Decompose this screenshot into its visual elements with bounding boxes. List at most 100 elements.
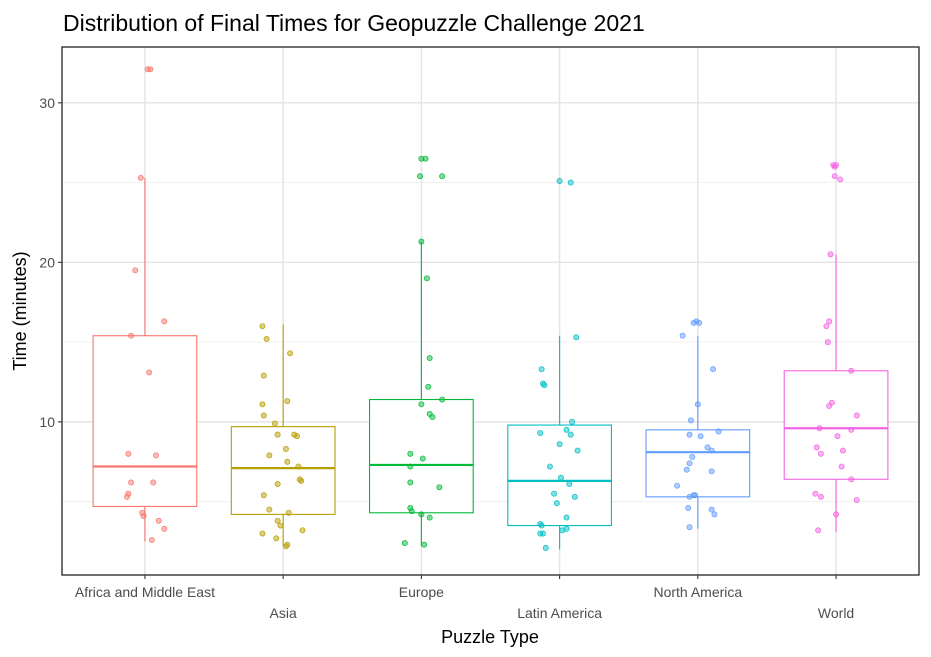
data-point	[848, 476, 855, 483]
data-point	[686, 493, 693, 500]
data-point	[573, 334, 580, 341]
y-axis: 10 20 30	[39, 95, 62, 430]
data-point	[401, 540, 408, 547]
data-point	[132, 267, 139, 274]
data-point	[294, 433, 300, 440]
data-point	[271, 420, 278, 427]
data-point	[429, 414, 436, 421]
data-point	[711, 511, 718, 518]
x-tick-label: Africa and Middle East	[75, 584, 215, 600]
data-point	[692, 492, 699, 499]
y-tick-label: 20	[39, 254, 55, 270]
data-point	[418, 511, 425, 518]
y-tick-label: 30	[39, 95, 55, 111]
data-point	[417, 173, 423, 180]
data-point	[563, 514, 570, 521]
data-point	[566, 481, 573, 488]
data-point	[295, 463, 302, 470]
data-point	[439, 173, 446, 180]
data-point	[826, 318, 833, 325]
data-point	[418, 401, 425, 408]
data-point	[260, 372, 267, 379]
data-point	[686, 431, 693, 438]
data-point	[824, 339, 831, 346]
data-point	[298, 477, 305, 484]
y-tick-label: 10	[39, 414, 55, 430]
data-point	[553, 500, 560, 507]
data-point	[710, 366, 716, 373]
data-point	[277, 522, 284, 529]
data-point	[425, 383, 432, 390]
data-point	[708, 447, 715, 454]
data-point	[848, 367, 855, 374]
data-point	[826, 402, 833, 409]
data-point	[853, 412, 860, 419]
data-point	[426, 514, 433, 521]
data-point	[537, 430, 544, 436]
data-point	[282, 543, 289, 550]
data-point	[125, 450, 132, 457]
data-point	[679, 332, 686, 339]
data-point	[408, 508, 415, 515]
data-point	[833, 511, 840, 518]
data-point	[694, 401, 701, 408]
data-point	[407, 479, 414, 486]
box-iqr	[783, 370, 889, 480]
data-point	[838, 463, 845, 470]
x-tick-label: Europe	[399, 584, 444, 600]
data-point	[274, 481, 281, 488]
data-point	[538, 366, 545, 373]
data-point	[439, 396, 446, 403]
data-point	[569, 418, 576, 425]
data-point	[558, 474, 564, 481]
data-point	[816, 425, 823, 432]
data-point	[567, 179, 574, 186]
data-point	[423, 275, 430, 282]
data-point	[686, 524, 693, 531]
data-point	[683, 466, 690, 473]
boxes-layer	[92, 177, 889, 550]
data-point	[708, 506, 715, 513]
box-iqr	[645, 429, 751, 498]
data-point	[546, 463, 553, 470]
data-point	[284, 398, 291, 405]
points-layer	[124, 66, 860, 551]
data-point	[161, 318, 168, 325]
data-point	[260, 492, 267, 499]
x-tick-label: Latin America	[517, 605, 602, 621]
data-point	[422, 155, 429, 162]
data-point	[556, 178, 563, 184]
data-point	[840, 447, 846, 454]
data-point	[715, 428, 722, 435]
data-point	[259, 530, 266, 537]
data-point	[541, 382, 548, 389]
data-point	[266, 452, 273, 459]
data-point	[704, 444, 711, 451]
data-point	[299, 527, 306, 534]
data-point	[263, 335, 270, 342]
data-point	[285, 509, 292, 516]
data-point	[813, 444, 820, 451]
data-point	[150, 479, 157, 486]
data-point	[137, 174, 144, 181]
data-point	[823, 323, 830, 330]
data-point	[287, 350, 294, 357]
data-point	[153, 452, 159, 459]
data-point	[155, 517, 162, 524]
data-point	[542, 544, 549, 551]
data-point	[827, 251, 834, 258]
data-point	[407, 450, 414, 457]
data-point	[259, 401, 266, 408]
data-point	[812, 490, 819, 497]
data-point	[284, 458, 291, 465]
data-point	[817, 450, 824, 457]
x-tick-label: Asia	[270, 605, 297, 621]
plot-border	[61, 46, 920, 576]
data-point	[689, 454, 696, 460]
data-point	[124, 493, 130, 500]
data-point	[686, 460, 693, 467]
data-point	[833, 162, 840, 168]
data-point	[266, 506, 273, 513]
y-axis-title: Time (minutes)	[10, 251, 30, 370]
data-point	[148, 536, 155, 543]
